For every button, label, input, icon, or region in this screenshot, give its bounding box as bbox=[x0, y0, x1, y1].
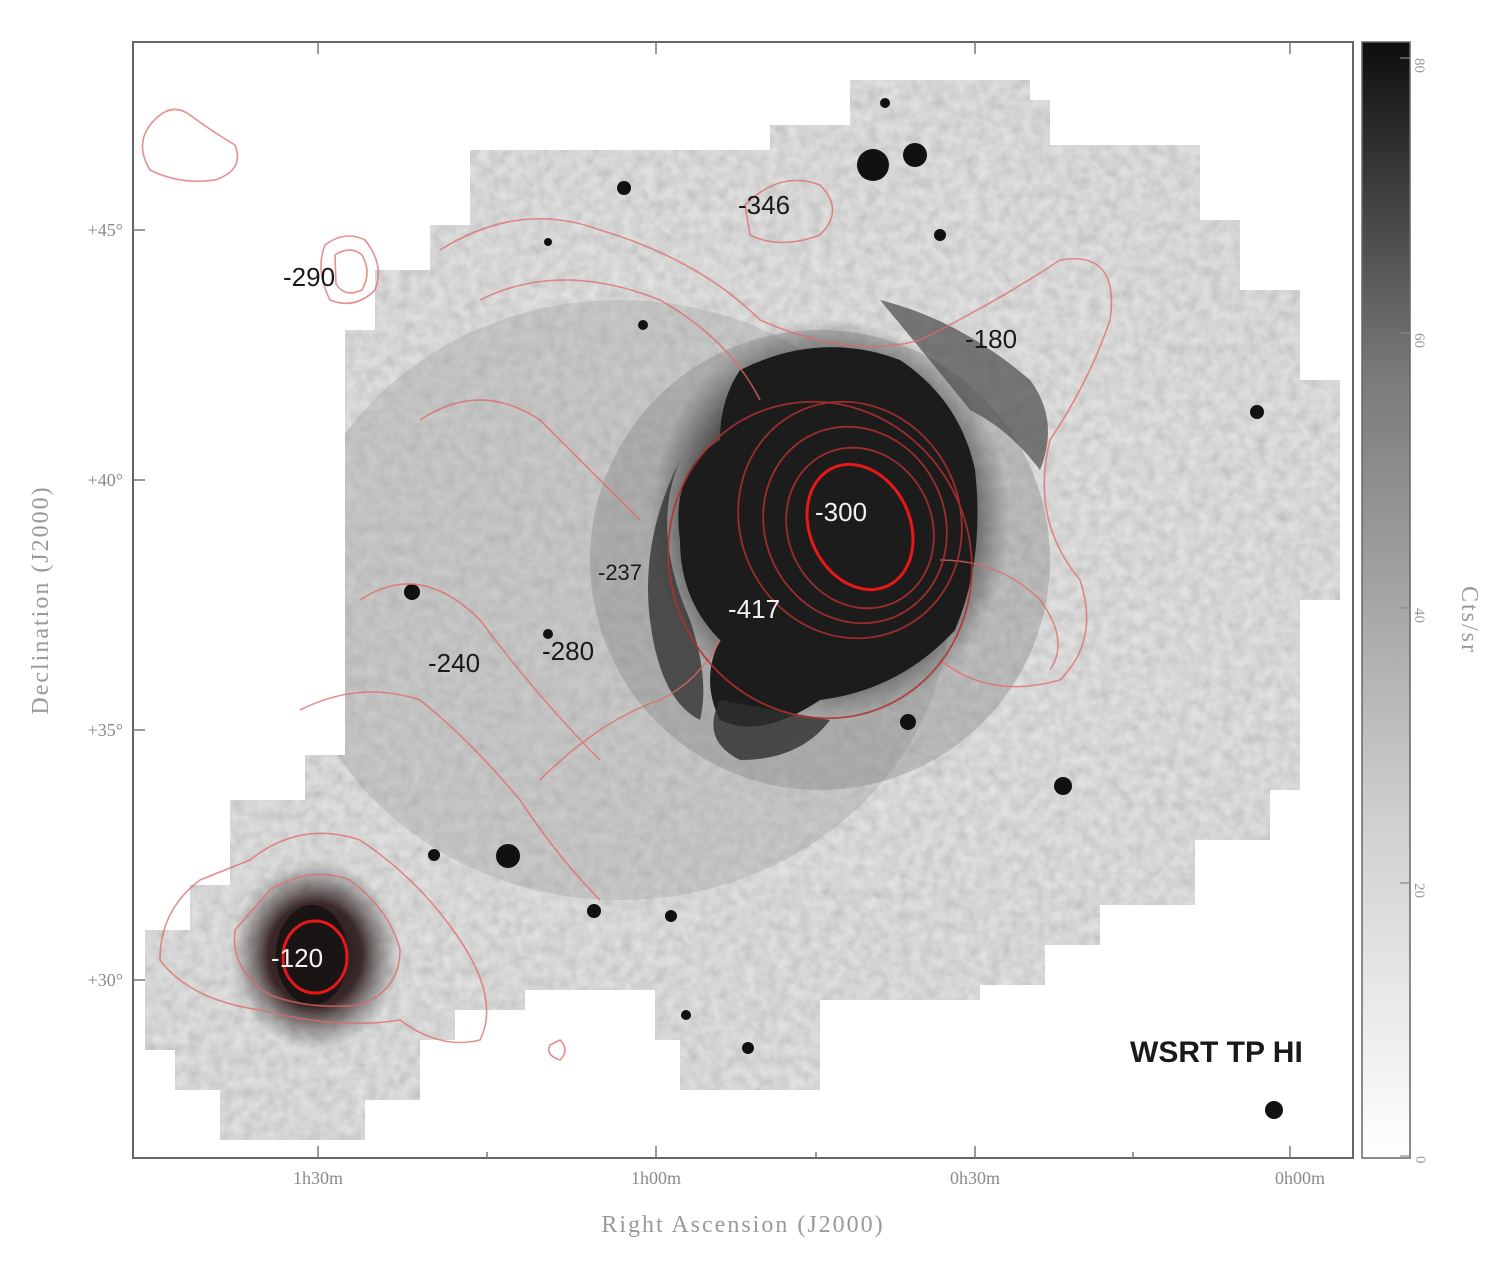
m33-peak-contour bbox=[805, 462, 915, 592]
velocity-label-240: -240 bbox=[428, 648, 480, 678]
point-sources bbox=[404, 98, 1283, 1119]
velocity-label-120: -120 bbox=[271, 943, 323, 973]
m33-contours-inner bbox=[667, 400, 973, 720]
x-tick-label-1: 1h30m bbox=[293, 1168, 343, 1188]
colorbar-tick-80: 80 bbox=[1411, 58, 1427, 73]
velocity-label-300: -300 bbox=[815, 497, 867, 527]
x-axis-ticks bbox=[317, 42, 1291, 1158]
y-tick-label-1: +45° bbox=[88, 220, 123, 240]
x-tick-label-4: 0h00m bbox=[1275, 1168, 1325, 1188]
colorbar-label: Cts/sr bbox=[1456, 586, 1482, 654]
m33-galaxy-emission bbox=[648, 300, 1048, 760]
y-tick-label-3: +35° bbox=[88, 720, 123, 740]
x-axis-label: Right Ascension (J2000) bbox=[601, 1212, 884, 1238]
y-tick-label-2: +40° bbox=[88, 470, 123, 490]
colorbar-tick-0: 0 bbox=[1412, 1156, 1428, 1164]
panel-label: WSRT TP HI bbox=[1130, 1036, 1303, 1069]
colorbar-tick-20: 20 bbox=[1411, 883, 1427, 898]
velocity-label-346: -346 bbox=[738, 190, 790, 220]
y-tick-label-4: +30° bbox=[88, 970, 123, 990]
velocity-label-280: -280 bbox=[542, 636, 594, 666]
x-tick-label-2: 1h00m bbox=[631, 1168, 681, 1188]
colorbar bbox=[1361, 41, 1411, 1159]
m31-peak-contour bbox=[281, 919, 349, 995]
velocity-label-180: -180 bbox=[965, 324, 1017, 354]
y-axis-label: Declination (J2000) bbox=[28, 485, 54, 714]
velocity-label-417: -417 bbox=[728, 594, 780, 624]
colorbar-tick-60: 60 bbox=[1411, 333, 1427, 348]
y-axis-ticks bbox=[133, 229, 145, 981]
colorbar-tick-40: 40 bbox=[1411, 608, 1427, 623]
velocity-label-237: -237 bbox=[598, 560, 642, 585]
velocity-label-290: -290 bbox=[283, 262, 335, 292]
x-tick-label-3: 0h30m bbox=[950, 1168, 1000, 1188]
